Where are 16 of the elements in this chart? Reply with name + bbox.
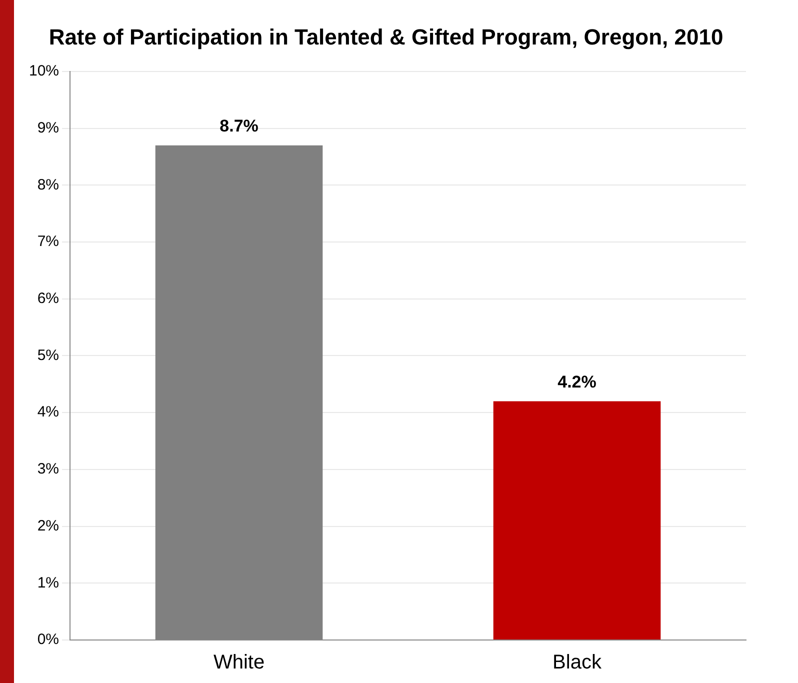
y-tick-label: 4% <box>37 404 60 421</box>
y-tick-label: 2% <box>37 517 60 534</box>
data-label: 4.2% <box>558 372 596 392</box>
y-tick-label: 1% <box>37 574 60 592</box>
data-label: 8.7% <box>220 116 258 136</box>
y-tick-label: 3% <box>37 460 60 478</box>
chart-title: Rate of Participation in Talented & Gifted Program, Oregon, 2010 <box>48 24 724 50</box>
y-tick-label: 5% <box>37 346 60 364</box>
y-tick-label: 9% <box>37 119 60 136</box>
y-tick-label: 10% <box>28 62 60 80</box>
y-tick-label: 0% <box>37 631 60 648</box>
y-tick-label: 8% <box>37 176 60 194</box>
y-tick-label: 6% <box>37 290 60 307</box>
y-tick-label: 7% <box>37 233 60 250</box>
x-tick-label: White <box>213 652 265 674</box>
x-tick-label: Black <box>552 652 602 674</box>
